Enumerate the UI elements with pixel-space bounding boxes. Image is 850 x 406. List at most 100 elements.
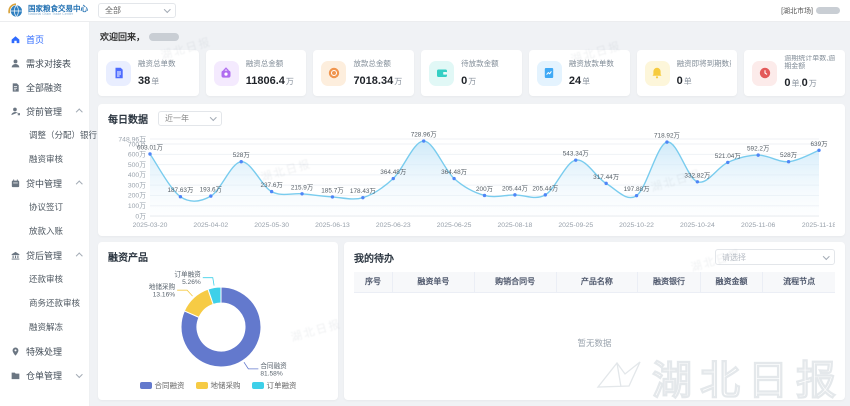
sidebar-item-business-repayment-review[interactable]: 商务还款审核 <box>0 291 89 315</box>
column-header: 融资银行 <box>637 272 701 293</box>
sidebar-item-label: 特殊处理 <box>26 346 63 357</box>
scope-select[interactable]: 全部 <box>98 3 176 18</box>
sidebar-group-pre-loan[interactable]: 贷前管理 <box>0 99 89 123</box>
brand-subtitle: National Grain Trade Center <box>28 11 74 17</box>
svg-text:2025-10-22: 2025-10-22 <box>619 222 654 229</box>
sidebar-item-label: 协议签订 <box>29 202 64 212</box>
sidebar-item-agreement-sign[interactable]: 协议签订 <box>0 195 89 219</box>
sidebar-item-home[interactable]: 首页 <box>0 27 89 51</box>
empty-state-text: 暂无数据 <box>577 337 612 348</box>
svg-text:地储采购: 地储采购 <box>149 282 176 291</box>
svg-text:528万: 528万 <box>780 151 797 159</box>
user-icon <box>10 58 21 69</box>
column-header: 序号 <box>354 272 393 293</box>
todo-filter-select[interactable]: 请选择 <box>715 249 835 265</box>
column-header: 融资金额 <box>700 272 764 293</box>
user-manage-icon <box>10 106 21 117</box>
svg-text:200万: 200万 <box>476 185 493 193</box>
svg-text:317.44万: 317.44万 <box>593 173 619 181</box>
svg-text:332.82万: 332.82万 <box>684 171 710 179</box>
svg-text:543.34万: 543.34万 <box>563 150 589 158</box>
sidebar-item-demand-table[interactable]: 需求对接表 <box>0 51 89 75</box>
svg-text:718.92万: 718.92万 <box>654 132 680 140</box>
svg-text:2025-09-25: 2025-09-25 <box>558 222 593 229</box>
stat-label: 逾期统计单数,逾期金额 <box>784 54 836 70</box>
section-title: 每日数据 <box>108 115 148 126</box>
main-content: 欢迎回来， 融资总单数 38单 融资总金额 11806.4万 <box>90 22 850 406</box>
range-select[interactable]: 近一年 <box>158 111 222 126</box>
stat-unit: 万 <box>468 76 477 86</box>
stat-value: 24 <box>568 74 582 87</box>
sidebar-item-special-handling[interactable]: 特殊处理 <box>0 339 89 363</box>
sidebar-nav: 首页 需求对接表 全部融资 贷前管理 调整（分配）银行 融资审核 贷中管理 协议… <box>0 22 97 406</box>
sidebar-item-label: 仓单管理 <box>26 370 63 381</box>
legend-label: 订单融资 <box>266 381 297 390</box>
chevron-up-icon <box>75 108 82 116</box>
svg-text:197.88万: 197.88万 <box>624 185 650 193</box>
stat-card-total-orders: 融资总单数 38单 <box>98 50 199 96</box>
stat-card-pending-amount: 待放款金额 0万 <box>421 50 522 96</box>
svg-text:178.43万: 178.43万 <box>350 187 376 195</box>
home-icon <box>10 34 21 45</box>
stat-unit: 万 <box>285 76 294 86</box>
svg-text:364.48万: 364.48万 <box>380 168 406 176</box>
sidebar-item-label: 全部融资 <box>26 82 63 93</box>
svg-text:728.96万: 728.96万 <box>411 131 437 139</box>
svg-text:193.6万: 193.6万 <box>200 186 222 194</box>
legend-item[interactable]: 地储采购 <box>195 380 241 391</box>
sidebar-group-post-loan[interactable]: 贷后管理 <box>0 243 89 267</box>
brand-title: 国家粮食交易中心 <box>28 3 88 13</box>
svg-text:2025-11-06: 2025-11-06 <box>741 222 775 229</box>
svg-text:187.63万: 187.63万 <box>167 186 193 194</box>
sidebar-item-loan-entry[interactable]: 放款入账 <box>0 219 89 243</box>
legend-item[interactable]: 合同融资 <box>139 380 185 391</box>
stat-label: 融资总金额 <box>245 58 284 68</box>
sidebar-item-all-financing[interactable]: 全部融资 <box>0 75 89 99</box>
sidebar-item-adjust-bank[interactable]: 调整（分配）银行 <box>0 123 97 147</box>
legend-swatch <box>139 382 152 389</box>
sidebar-item-label: 融资审核 <box>29 154 64 164</box>
folder-icon <box>10 370 21 381</box>
svg-text:2025-05-30: 2025-05-30 <box>254 222 289 229</box>
redacted-username[interactable] <box>816 7 840 14</box>
legend-item[interactable]: 订单融资 <box>251 380 297 391</box>
daily-data-card: 每日数据 近一年 0万 100万 200万 300万 400万 500万 600万 700万 7… <box>98 104 845 236</box>
stat-card-total-amount: 融资总金额 11806.4万 <box>205 50 307 96</box>
scope-select-value: 全部 <box>105 6 121 15</box>
sidebar-group-warehouse-receipt[interactable]: 仓单管理 <box>0 363 89 387</box>
svg-text:13.16%: 13.16% <box>153 292 176 299</box>
column-header: 购销合同号 <box>474 272 557 293</box>
section-title: 融资产品 <box>108 253 148 264</box>
chevron-down-icon <box>75 370 82 378</box>
sidebar-item-financing-unfreeze[interactable]: 融资解冻 <box>0 315 89 339</box>
chevron-down-icon <box>209 114 216 121</box>
svg-text:700万: 700万 <box>128 140 146 148</box>
stat-value: 0 <box>801 77 808 90</box>
svg-text:300万: 300万 <box>128 181 146 189</box>
svg-text:2025-06-25: 2025-06-25 <box>437 222 472 229</box>
svg-text:合同融资: 合同融资 <box>260 361 287 370</box>
svg-text:2025-06-13: 2025-06-13 <box>315 222 350 229</box>
stat-unit: 万 <box>808 79 817 89</box>
sidebar-group-mid-loan[interactable]: 贷中管理 <box>0 171 89 195</box>
svg-text:200万: 200万 <box>128 192 146 200</box>
market-label: [湖北市场] <box>781 7 813 15</box>
range-select-value: 近一年 <box>165 114 189 123</box>
column-header: 流程节点 <box>762 272 835 293</box>
svg-text:2025-06-23: 2025-06-23 <box>376 222 411 229</box>
legend-swatch <box>251 382 264 389</box>
todo-table: 序号 融资单号 购销合同号 产品名称 融资银行 融资金额 流程节点 <box>354 272 835 293</box>
top-bar: 国家粮食交易中心 National Grain Trade Center 全部 … <box>0 0 850 22</box>
stat-value: 0 <box>676 74 683 87</box>
sidebar-item-financing-review[interactable]: 融资审核 <box>0 147 89 171</box>
svg-text:2025-11-18: 2025-11-18 <box>802 222 835 229</box>
svg-text:5.26%: 5.26% <box>182 279 201 286</box>
svg-text:185.7万: 185.7万 <box>321 186 343 194</box>
stat-value: 0 <box>784 77 791 90</box>
my-todo-card: 我的待办 请选择 序号 融资单号 购销合同号 <box>344 242 845 400</box>
sidebar-item-label: 需求对接表 <box>26 58 72 69</box>
sidebar-item-repayment-review[interactable]: 还款审核 <box>0 267 89 291</box>
bell-icon <box>644 60 670 86</box>
stat-label: 融资即将到期数量 <box>676 58 732 68</box>
